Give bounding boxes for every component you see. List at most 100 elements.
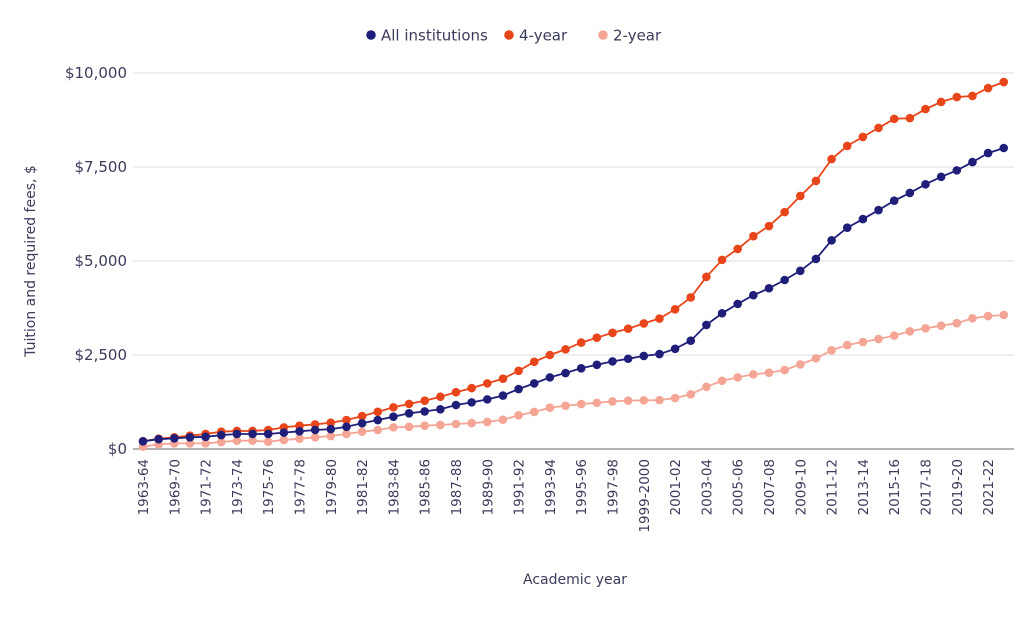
- legend-item[interactable]: 2-year: [598, 27, 662, 45]
- data-point[interactable]: [342, 422, 351, 432]
- data-point[interactable]: [608, 328, 617, 338]
- data-point[interactable]: [670, 344, 680, 354]
- data-point[interactable]: [529, 379, 539, 388]
- data-point[interactable]: [999, 143, 1009, 153]
- data-point[interactable]: [279, 428, 289, 437]
- data-point[interactable]: [216, 437, 226, 447]
- data-point[interactable]: [389, 402, 398, 412]
- data-point[interactable]: [592, 360, 602, 370]
- data-point[interactable]: [263, 429, 273, 439]
- data-point[interactable]: [295, 434, 304, 443]
- data-point[interactable]: [404, 408, 414, 418]
- data-point[interactable]: [936, 172, 946, 182]
- data-point[interactable]: [968, 157, 977, 167]
- data-point[interactable]: [905, 327, 915, 336]
- data-point[interactable]: [639, 319, 649, 328]
- data-point[interactable]: [811, 254, 821, 264]
- data-point[interactable]: [576, 399, 586, 409]
- data-point[interactable]: [639, 396, 649, 405]
- data-point[interactable]: [561, 345, 570, 354]
- data-point[interactable]: [921, 324, 930, 333]
- data-point[interactable]: [827, 236, 836, 245]
- data-point[interactable]: [373, 415, 383, 425]
- data-point[interactable]: [952, 92, 962, 102]
- data-point[interactable]: [999, 310, 1009, 320]
- data-point[interactable]: [858, 132, 868, 142]
- data-point[interactable]: [936, 321, 946, 330]
- data-point[interactable]: [764, 368, 774, 377]
- data-point[interactable]: [154, 434, 163, 444]
- legend-item[interactable]: 4-year: [504, 27, 568, 45]
- data-point[interactable]: [968, 91, 977, 101]
- data-point[interactable]: [780, 275, 789, 285]
- data-point[interactable]: [467, 383, 476, 393]
- data-point[interactable]: [420, 396, 430, 405]
- data-point[interactable]: [420, 407, 430, 416]
- data-point[interactable]: [764, 283, 774, 293]
- data-point[interactable]: [373, 407, 383, 417]
- data-point[interactable]: [170, 433, 179, 443]
- data-point[interactable]: [185, 439, 195, 448]
- data-point[interactable]: [451, 387, 461, 397]
- data-point[interactable]: [827, 346, 836, 355]
- data-point[interactable]: [983, 311, 993, 321]
- data-point[interactable]: [968, 314, 977, 323]
- data-point[interactable]: [858, 337, 868, 347]
- data-point[interactable]: [216, 430, 226, 440]
- data-point[interactable]: [279, 435, 289, 445]
- data-point[interactable]: [498, 415, 508, 424]
- data-point[interactable]: [592, 398, 602, 408]
- data-point[interactable]: [357, 411, 367, 421]
- data-point[interactable]: [655, 349, 664, 359]
- data-point[interactable]: [921, 104, 930, 114]
- data-point[interactable]: [686, 293, 696, 302]
- data-point[interactable]: [749, 370, 758, 379]
- data-point[interactable]: [576, 338, 586, 347]
- data-point[interactable]: [232, 429, 242, 439]
- data-point[interactable]: [529, 407, 539, 417]
- data-point[interactable]: [373, 425, 383, 435]
- data-point[interactable]: [889, 331, 899, 340]
- data-point[interactable]: [921, 179, 930, 189]
- data-point[interactable]: [451, 419, 461, 429]
- data-point[interactable]: [608, 397, 617, 406]
- data-point[interactable]: [357, 427, 367, 437]
- data-point[interactable]: [310, 425, 320, 435]
- data-point[interactable]: [514, 411, 523, 420]
- data-point[interactable]: [686, 336, 696, 346]
- data-point[interactable]: [796, 266, 805, 276]
- data-point[interactable]: [420, 421, 430, 430]
- data-point[interactable]: [905, 113, 915, 123]
- data-point[interactable]: [717, 376, 727, 386]
- data-point[interactable]: [655, 314, 664, 323]
- data-point[interactable]: [326, 431, 336, 441]
- data-point[interactable]: [670, 393, 680, 403]
- data-point[interactable]: [764, 221, 774, 231]
- data-point[interactable]: [404, 399, 414, 409]
- data-point[interactable]: [451, 400, 461, 410]
- data-point[interactable]: [827, 154, 836, 164]
- data-point[interactable]: [592, 333, 602, 343]
- data-point[interactable]: [905, 188, 915, 198]
- data-point[interactable]: [404, 422, 414, 432]
- data-point[interactable]: [889, 114, 899, 124]
- data-point[interactable]: [749, 290, 758, 300]
- data-point[interactable]: [201, 432, 210, 442]
- data-point[interactable]: [389, 423, 398, 432]
- data-point[interactable]: [326, 424, 336, 434]
- data-point[interactable]: [717, 255, 727, 265]
- data-point[interactable]: [952, 166, 962, 175]
- data-point[interactable]: [138, 436, 148, 446]
- data-point[interactable]: [733, 373, 742, 382]
- data-point[interactable]: [811, 354, 821, 363]
- data-point[interactable]: [780, 365, 789, 375]
- data-point[interactable]: [936, 97, 946, 107]
- data-point[interactable]: [201, 439, 210, 448]
- data-point[interactable]: [389, 412, 398, 421]
- data-point[interactable]: [749, 231, 758, 241]
- data-point[interactable]: [842, 223, 852, 233]
- data-point[interactable]: [436, 420, 445, 430]
- data-point[interactable]: [842, 141, 852, 151]
- data-point[interactable]: [686, 389, 696, 399]
- data-point[interactable]: [185, 433, 195, 442]
